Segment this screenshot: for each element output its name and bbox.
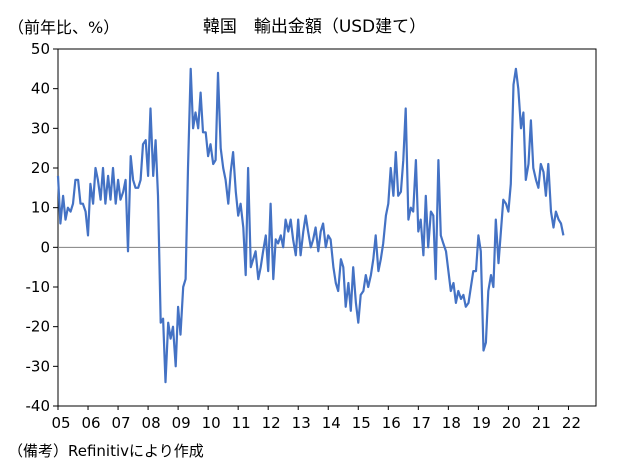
chart-title: 韓国 輸出金額（USD建て） [202, 17, 427, 37]
y-tick-label: 0 [40, 238, 50, 256]
x-tick-label: 21 [532, 414, 551, 432]
y-tick-label: -20 [26, 318, 51, 336]
x-tick-label: 15 [352, 414, 371, 432]
x-tick-label: 05 [51, 414, 70, 432]
x-tick-label: 20 [502, 414, 521, 432]
y-tick-label: -40 [26, 397, 51, 415]
x-tick-label: 10 [202, 414, 221, 432]
y-tick-label: 50 [31, 40, 50, 58]
y-tick-label: 20 [31, 159, 50, 177]
x-tick-label: 08 [142, 414, 161, 432]
y-axis-unit-label: （前年比、%） [8, 18, 120, 37]
source-note: （備考）Refinitivにより作成 [8, 442, 204, 460]
y-tick-label: 10 [31, 199, 50, 217]
x-tick-label: 13 [292, 414, 311, 432]
y-tick-label: -10 [26, 278, 51, 296]
plot-frame [57, 48, 597, 407]
y-tick-label: -30 [26, 357, 51, 375]
y-tick-label: 30 [31, 119, 50, 137]
x-tick-label: 16 [382, 414, 401, 432]
x-tick-label: 14 [322, 414, 341, 432]
x-tick-label: 22 [562, 414, 581, 432]
x-tick-label: 17 [412, 414, 431, 432]
x-tick-label: 06 [81, 414, 100, 432]
x-tick-label: 11 [232, 414, 251, 432]
x-tick-label: 12 [262, 414, 281, 432]
y-tick-label: 40 [31, 80, 50, 98]
x-tick-label: 18 [442, 414, 461, 432]
x-tick-label: 07 [112, 414, 131, 432]
x-tick-label: 19 [472, 414, 491, 432]
x-tick-label: 09 [172, 414, 191, 432]
series-line [56, 67, 565, 384]
